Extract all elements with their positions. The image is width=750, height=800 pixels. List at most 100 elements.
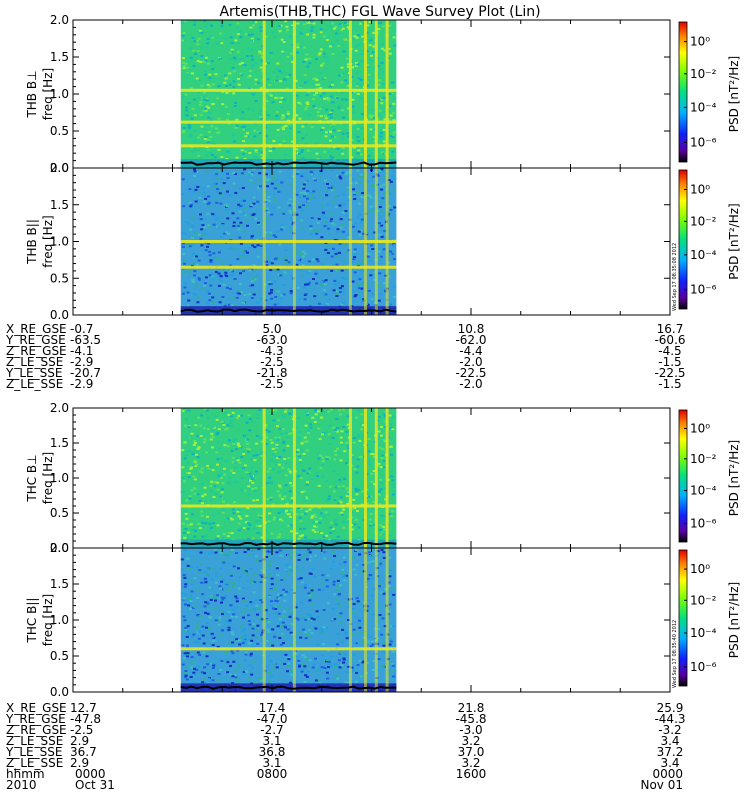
- ephemeris-label: Y_LE_SSE: [5, 366, 62, 380]
- ephemeris-value: 2.9: [70, 756, 89, 770]
- colorbar: [678, 549, 688, 687]
- ephemeris-value: 3.1: [262, 734, 281, 748]
- ephemeris-value: 21.8: [458, 701, 485, 715]
- ephemeris-value: -1.5: [658, 377, 681, 391]
- ephemeris-value: -3.2: [658, 723, 681, 737]
- y-tick-label: 0.5: [50, 124, 69, 138]
- ephemeris-value: -1.5: [658, 355, 681, 369]
- y-axis-unit-label: freq [Hz]: [41, 68, 55, 120]
- ephemeris-value: 3.2: [461, 756, 480, 770]
- y-tick-label: 1.5: [50, 50, 69, 64]
- colorbar: [678, 409, 688, 543]
- timestamp-stamp: Wed Sep 17 08:35:40 2012: [672, 620, 678, 688]
- ephemeris-value: -62.0: [455, 333, 486, 347]
- y-axis-unit-label: freq [Hz]: [41, 452, 55, 504]
- ephemeris-value: -4.1: [70, 344, 93, 358]
- y-tick-label: 0.0: [50, 308, 69, 322]
- colorbar-label: PSD [nT²/Hz]: [727, 56, 741, 132]
- colorbar-label: PSD [nT²/Hz]: [727, 440, 741, 516]
- ephemeris-value: 3.1: [262, 756, 281, 770]
- spectral-streak: [348, 408, 352, 548]
- ephemeris-thc-table: X_RE_GSE 12.7 17.4 21.8 25.9 Y_RE_GSE -47.8 -47…: [5, 701, 686, 770]
- spectrogram-texture: [181, 168, 397, 315]
- colorbar-tick-label: 10⁻⁶: [690, 517, 717, 531]
- y-tick-label: 0.0: [50, 685, 69, 699]
- ephemeris-value: 37.0: [458, 745, 485, 759]
- y-axis-unit-label: freq [Hz]: [41, 215, 55, 267]
- spectral-streak: [348, 20, 352, 168]
- ephemeris-value: -3.0: [459, 723, 482, 737]
- plot-title: Artemis(THB,THC) FGL Wave Survey Plot (L…: [219, 4, 540, 20]
- ephemeris-label: Z_RE_GSE: [6, 723, 67, 737]
- spectral-streak: [374, 20, 378, 168]
- ephemeris-label: Z_RE_GSE: [6, 344, 67, 358]
- ephemeris-value: -2.5: [260, 355, 283, 369]
- axis-row-value: 0800: [257, 767, 288, 781]
- spectral-streak: [385, 408, 389, 548]
- ephemeris-value: 10.8: [458, 322, 485, 336]
- ephemeris-value: 3.4: [660, 756, 679, 770]
- time-row: hhmm 0000 0800 1600 0000: [6, 767, 683, 781]
- spectral-streak: [262, 20, 266, 168]
- ephemeris-value: -2.7: [260, 723, 283, 737]
- spectrogram-panel-4: 0.0 0.5 1.0 1.5 2.0 THC B|| freq [Hz] 10⁰ 10⁻² 10…: [25, 541, 741, 699]
- colorbar-tick-label: 10⁻⁴: [690, 484, 717, 498]
- ephemeris-value: -2.0: [459, 355, 482, 369]
- y-tick-label: 0.0: [50, 161, 69, 175]
- colorbar: [678, 169, 688, 310]
- colorbar-tick-label: 10⁰: [690, 421, 710, 435]
- ephemeris-label: X_RE_GSE: [6, 322, 67, 336]
- ephemeris-value: -0.7: [70, 322, 93, 336]
- spectral-line: [180, 265, 397, 269]
- colorbar-tick-label: 10⁻²: [690, 593, 717, 607]
- y-tick-label: 1.0: [50, 87, 69, 101]
- ephemeris-value: -21.8: [256, 366, 287, 380]
- ephemeris-value: -2.5: [70, 723, 93, 737]
- y-tick-label: 2.0: [50, 161, 69, 175]
- ephemeris-value: 16.7: [657, 322, 684, 336]
- axis-row-value: 0000: [652, 767, 683, 781]
- spectral-line: [180, 504, 397, 508]
- colorbar-tick-label: 10⁻⁶: [690, 135, 717, 149]
- cyclotron-trace: [180, 541, 397, 546]
- ephemeris-value: -63.5: [70, 333, 101, 347]
- y-tick-label: 1.0: [50, 613, 69, 627]
- colorbar-tick-label: 10⁻⁴: [690, 100, 717, 114]
- ephemeris-label: Y_LE_SSE: [5, 745, 62, 759]
- y-tick-label: 1.5: [50, 436, 69, 450]
- spectrogram-panel-3: 0.0 0.5 1.0 1.5 2.0 THC B⊥ freq [Hz] 10⁰ 10⁻² 10⁻…: [25, 401, 741, 555]
- y-axis-label: THB B⊥: [25, 70, 39, 118]
- spectral-streak: [374, 548, 378, 692]
- ephemeris-value: -4.5: [658, 344, 681, 358]
- ephemeris-value: -22.5: [455, 366, 486, 380]
- axis-row-value: Nov 01: [640, 778, 683, 792]
- ephemeris-value: -47.0: [256, 712, 287, 726]
- ephemeris-label: Z_LE_SSE: [6, 355, 63, 369]
- ephemeris-value: -2.9: [70, 377, 93, 391]
- axis-row-value: 0000: [75, 767, 106, 781]
- y-axis-label: THC B⊥: [25, 454, 39, 502]
- spectral-line: [180, 88, 397, 92]
- y-tick-label: 1.0: [50, 471, 69, 485]
- ephemeris-value: -4.4: [459, 344, 482, 358]
- ephemeris-value: -60.6: [654, 333, 685, 347]
- ephemeris-label: X_RE_GSE: [6, 701, 67, 715]
- ephemeris-value: -4.3: [260, 344, 283, 358]
- ephemeris-value: 2.9: [70, 734, 89, 748]
- colorbar-tick-label: 10⁻²: [690, 452, 717, 466]
- ephemeris-value: -44.3: [654, 712, 685, 726]
- spectral-streak: [262, 408, 266, 548]
- spectral-streak: [364, 408, 367, 548]
- date-row: 2010 Oct 31 Nov 01: [6, 778, 683, 792]
- ephemeris-value: 25.9: [657, 701, 684, 715]
- spectral-streak: [364, 548, 367, 692]
- y-tick-label: 2.0: [50, 401, 69, 415]
- spectral-line: [180, 144, 397, 148]
- axis-row-label: hhmm: [6, 767, 45, 781]
- y-tick-label: 0.5: [50, 271, 69, 285]
- spectral-streak: [292, 408, 296, 548]
- y-tick-label: 1.5: [50, 198, 69, 212]
- colorbar-label: PSD [nT²/Hz]: [727, 582, 741, 658]
- y-tick-label: 2.0: [50, 13, 69, 27]
